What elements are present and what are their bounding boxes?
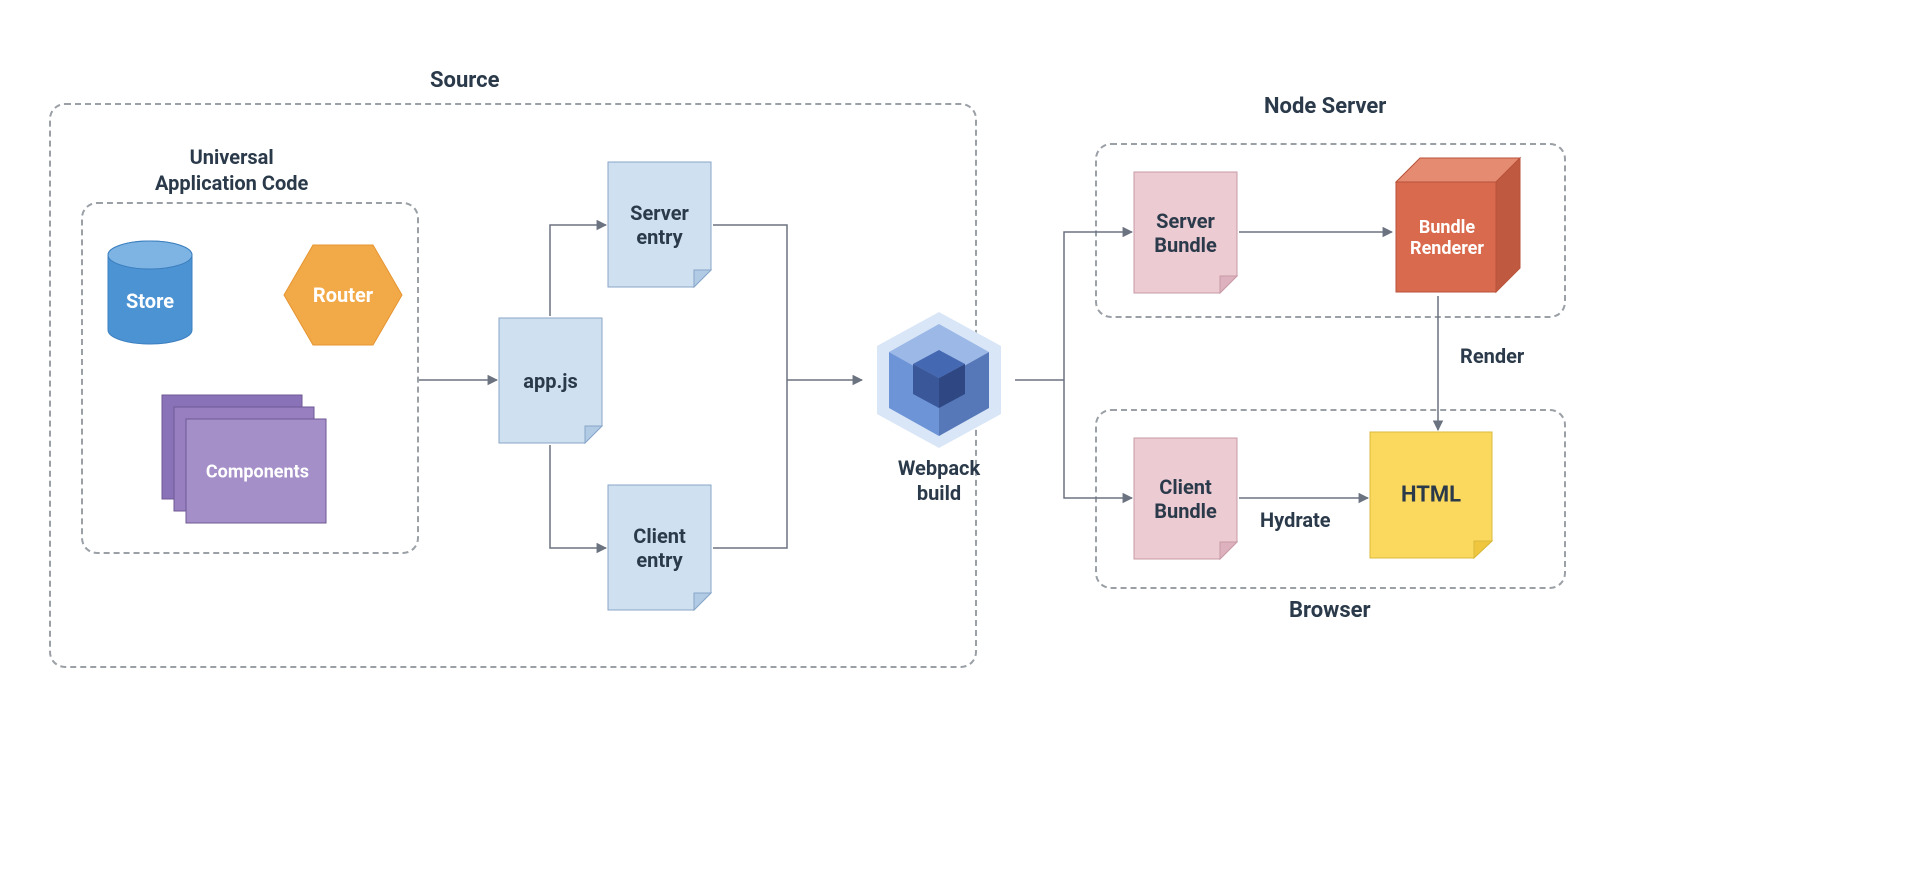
node-bundle-renderer: Bundle Renderer	[1372, 152, 1522, 296]
group-browser-label: Browser	[1289, 598, 1371, 623]
node-webpack-label: Webpack build	[859, 456, 1019, 506]
node-components: Components	[160, 393, 328, 525]
node-server-bundle: Server Bundle	[1132, 170, 1239, 295]
node-client-entry-label: Client entry	[633, 524, 685, 572]
node-bundle-renderer-label: Bundle Renderer	[1410, 217, 1484, 259]
node-server-entry: Server entry	[606, 160, 713, 289]
node-client-bundle: Client Bundle	[1132, 436, 1239, 561]
node-client-entry: Client entry	[606, 483, 713, 612]
node-store: Store	[106, 239, 194, 346]
group-uac-label: Universal Application Code	[155, 144, 308, 196]
node-html: HTML	[1368, 430, 1494, 560]
group-source-label: Source	[430, 68, 499, 93]
node-server-entry-label: Server entry	[630, 201, 689, 249]
edge-label-hydrate: Hydrate	[1260, 508, 1331, 532]
node-appjs-label: app.js	[523, 369, 577, 393]
node-server-bundle-label: Server Bundle	[1154, 209, 1217, 257]
node-appjs: app.js	[497, 316, 604, 445]
group-node-server-label: Node Server	[1264, 94, 1386, 119]
node-webpack: Webpack build	[859, 300, 1019, 490]
node-components-label: Components	[206, 462, 309, 483]
node-router: Router	[282, 243, 404, 347]
node-client-bundle-label: Client Bundle	[1154, 475, 1217, 523]
node-html-label: HTML	[1401, 483, 1461, 508]
diagram-canvas: Source Universal Application Code Node S…	[0, 0, 1920, 880]
node-router-label: Router	[313, 283, 373, 307]
node-store-label: Store	[126, 289, 174, 313]
edge-label-render: Render	[1460, 344, 1524, 368]
